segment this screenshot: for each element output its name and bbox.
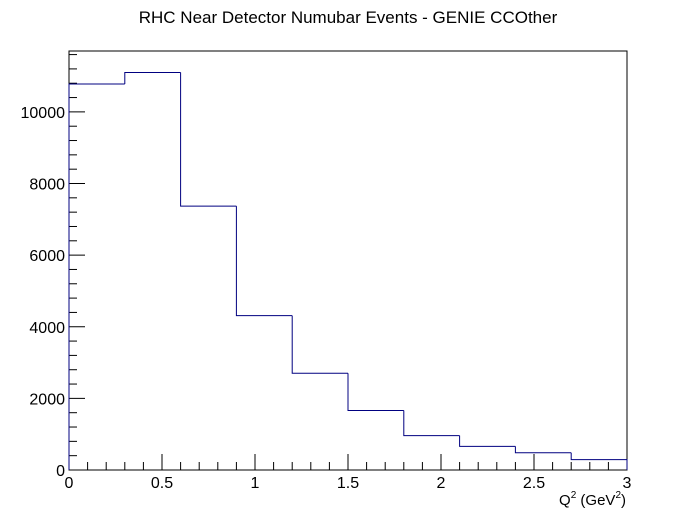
histogram-bin — [124, 71, 181, 84]
y-axis-tick-labels: 0 2000 4000 6000 8000 10000 — [21, 105, 66, 480]
histogram-bin — [235, 206, 293, 317]
x-axis-ticks — [68, 454, 628, 470]
x-tick-label: 1 — [251, 475, 260, 492]
y-tick-label: 6000 — [29, 248, 65, 265]
x-tick-label: 2.5 — [523, 475, 545, 492]
x-axis-tick-labels: 0 0.5 1 1.5 2 2.5 3 — [65, 475, 632, 492]
x-tick-label: 1.5 — [337, 475, 359, 492]
histogram-bin — [180, 72, 237, 207]
y-tick-label: 2000 — [29, 391, 65, 408]
histogram-bin — [514, 446, 572, 454]
histogram-bin — [291, 315, 348, 374]
chart-title: RHC Near Detector Numubar Events - GENIE… — [139, 8, 558, 27]
histogram-bin — [570, 452, 628, 470]
histogram-bin — [459, 435, 516, 447]
histogram-bin — [403, 410, 460, 437]
y-tick-label: 10000 — [21, 105, 66, 122]
histogram-bin — [68, 83, 125, 470]
y-tick-label: 8000 — [29, 177, 65, 194]
y-tick-label: 4000 — [29, 320, 65, 337]
histogram-bin — [347, 373, 404, 412]
x-tick-label: 2 — [437, 475, 446, 492]
y-tick-label: 0 — [56, 463, 65, 480]
x-tick-label: 0 — [65, 475, 74, 492]
x-tick-label: 0.5 — [151, 475, 173, 492]
x-axis-label: Q2 (GeV2) — [559, 490, 626, 509]
histogram-bins — [68, 71, 628, 470]
x-tick-label: 3 — [623, 475, 632, 492]
y-axis-ticks — [69, 54, 85, 471]
